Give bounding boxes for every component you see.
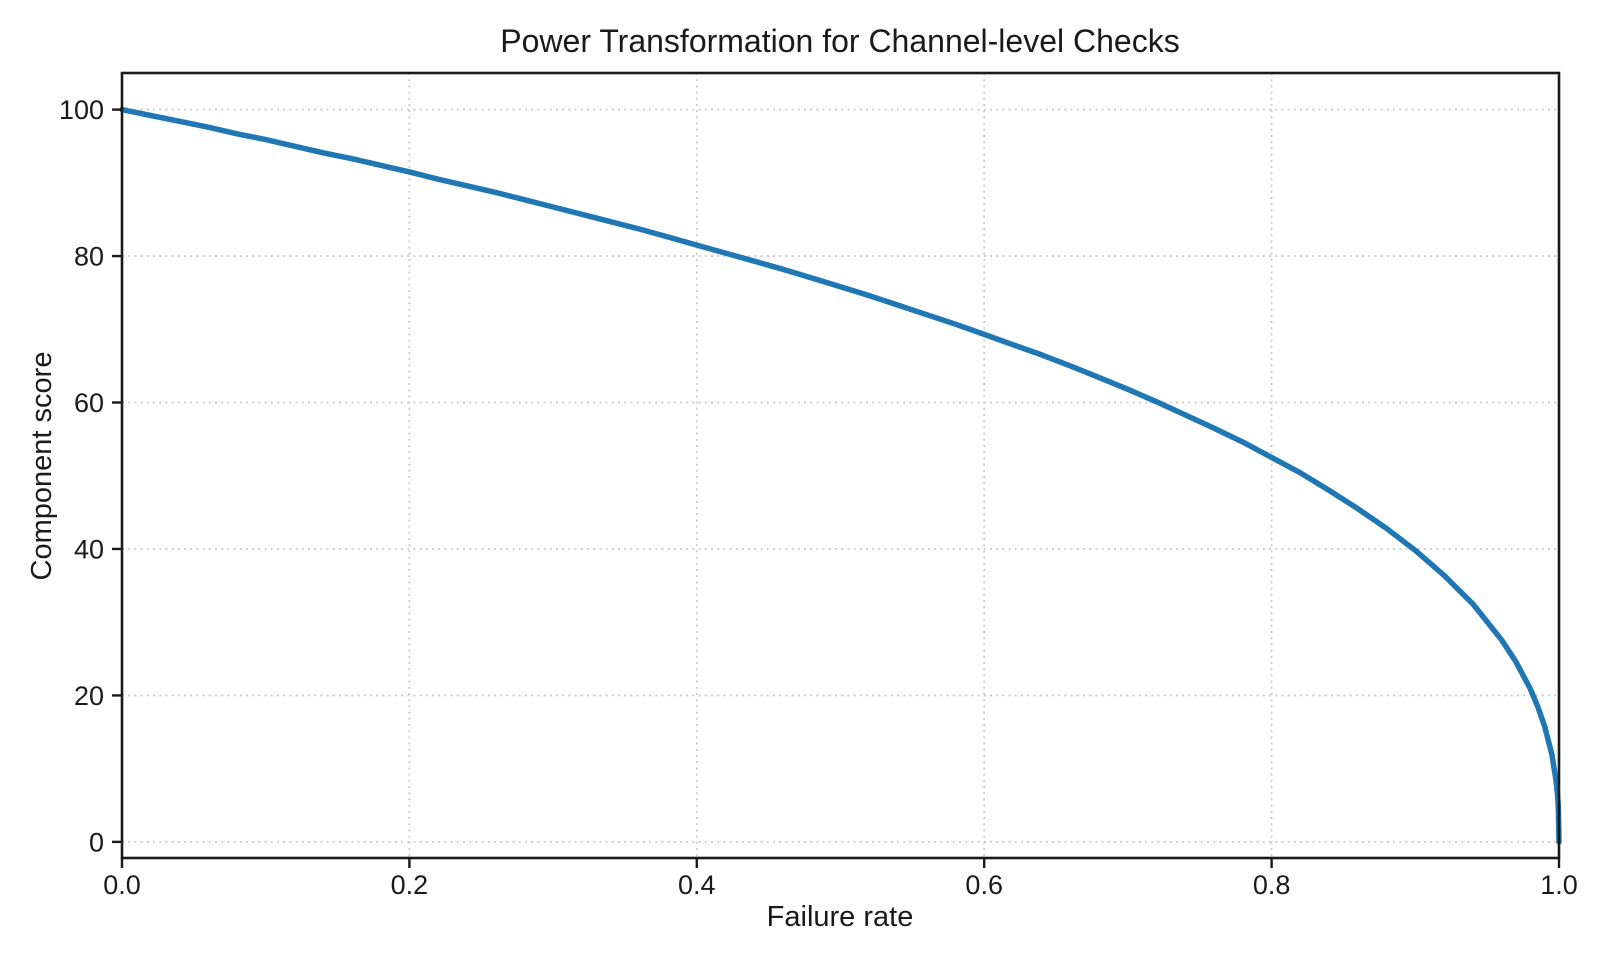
- chart-title: Power Transformation for Channel-level C…: [500, 23, 1179, 59]
- axes-spines: [120, 71, 1561, 860]
- x-tick-label: 0.2: [391, 870, 429, 900]
- component-score-curve: [119, 106, 1562, 845]
- y-tick-label: 0: [89, 827, 104, 857]
- y-tick-label: 80: [74, 242, 104, 272]
- x-tick-label: 0.6: [965, 870, 1003, 900]
- x-axis-label: Failure rate: [767, 901, 914, 933]
- tick-marks: [112, 108, 1561, 868]
- y-tick-label: 60: [74, 388, 104, 418]
- x-tick-label: 0.0: [103, 870, 141, 900]
- gridlines: [121, 73, 1560, 858]
- y-tick-label: 100: [59, 95, 104, 125]
- x-tick-labels: 0.0 0.2 0.4 0.6 0.8 1.0: [103, 870, 1578, 900]
- x-tick-label: 0.4: [678, 870, 716, 900]
- plot-border: [120, 71, 1561, 860]
- x-tick-label: 1.0: [1540, 870, 1578, 900]
- y-tick-label: 40: [74, 534, 104, 564]
- plot-series: [119, 106, 1562, 845]
- x-tick-label: 0.8: [1253, 870, 1291, 900]
- y-tick-labels: 0 20 40 60 80 100: [59, 95, 104, 857]
- y-tick-label: 20: [74, 681, 104, 711]
- y-axis-label: Component score: [26, 352, 58, 581]
